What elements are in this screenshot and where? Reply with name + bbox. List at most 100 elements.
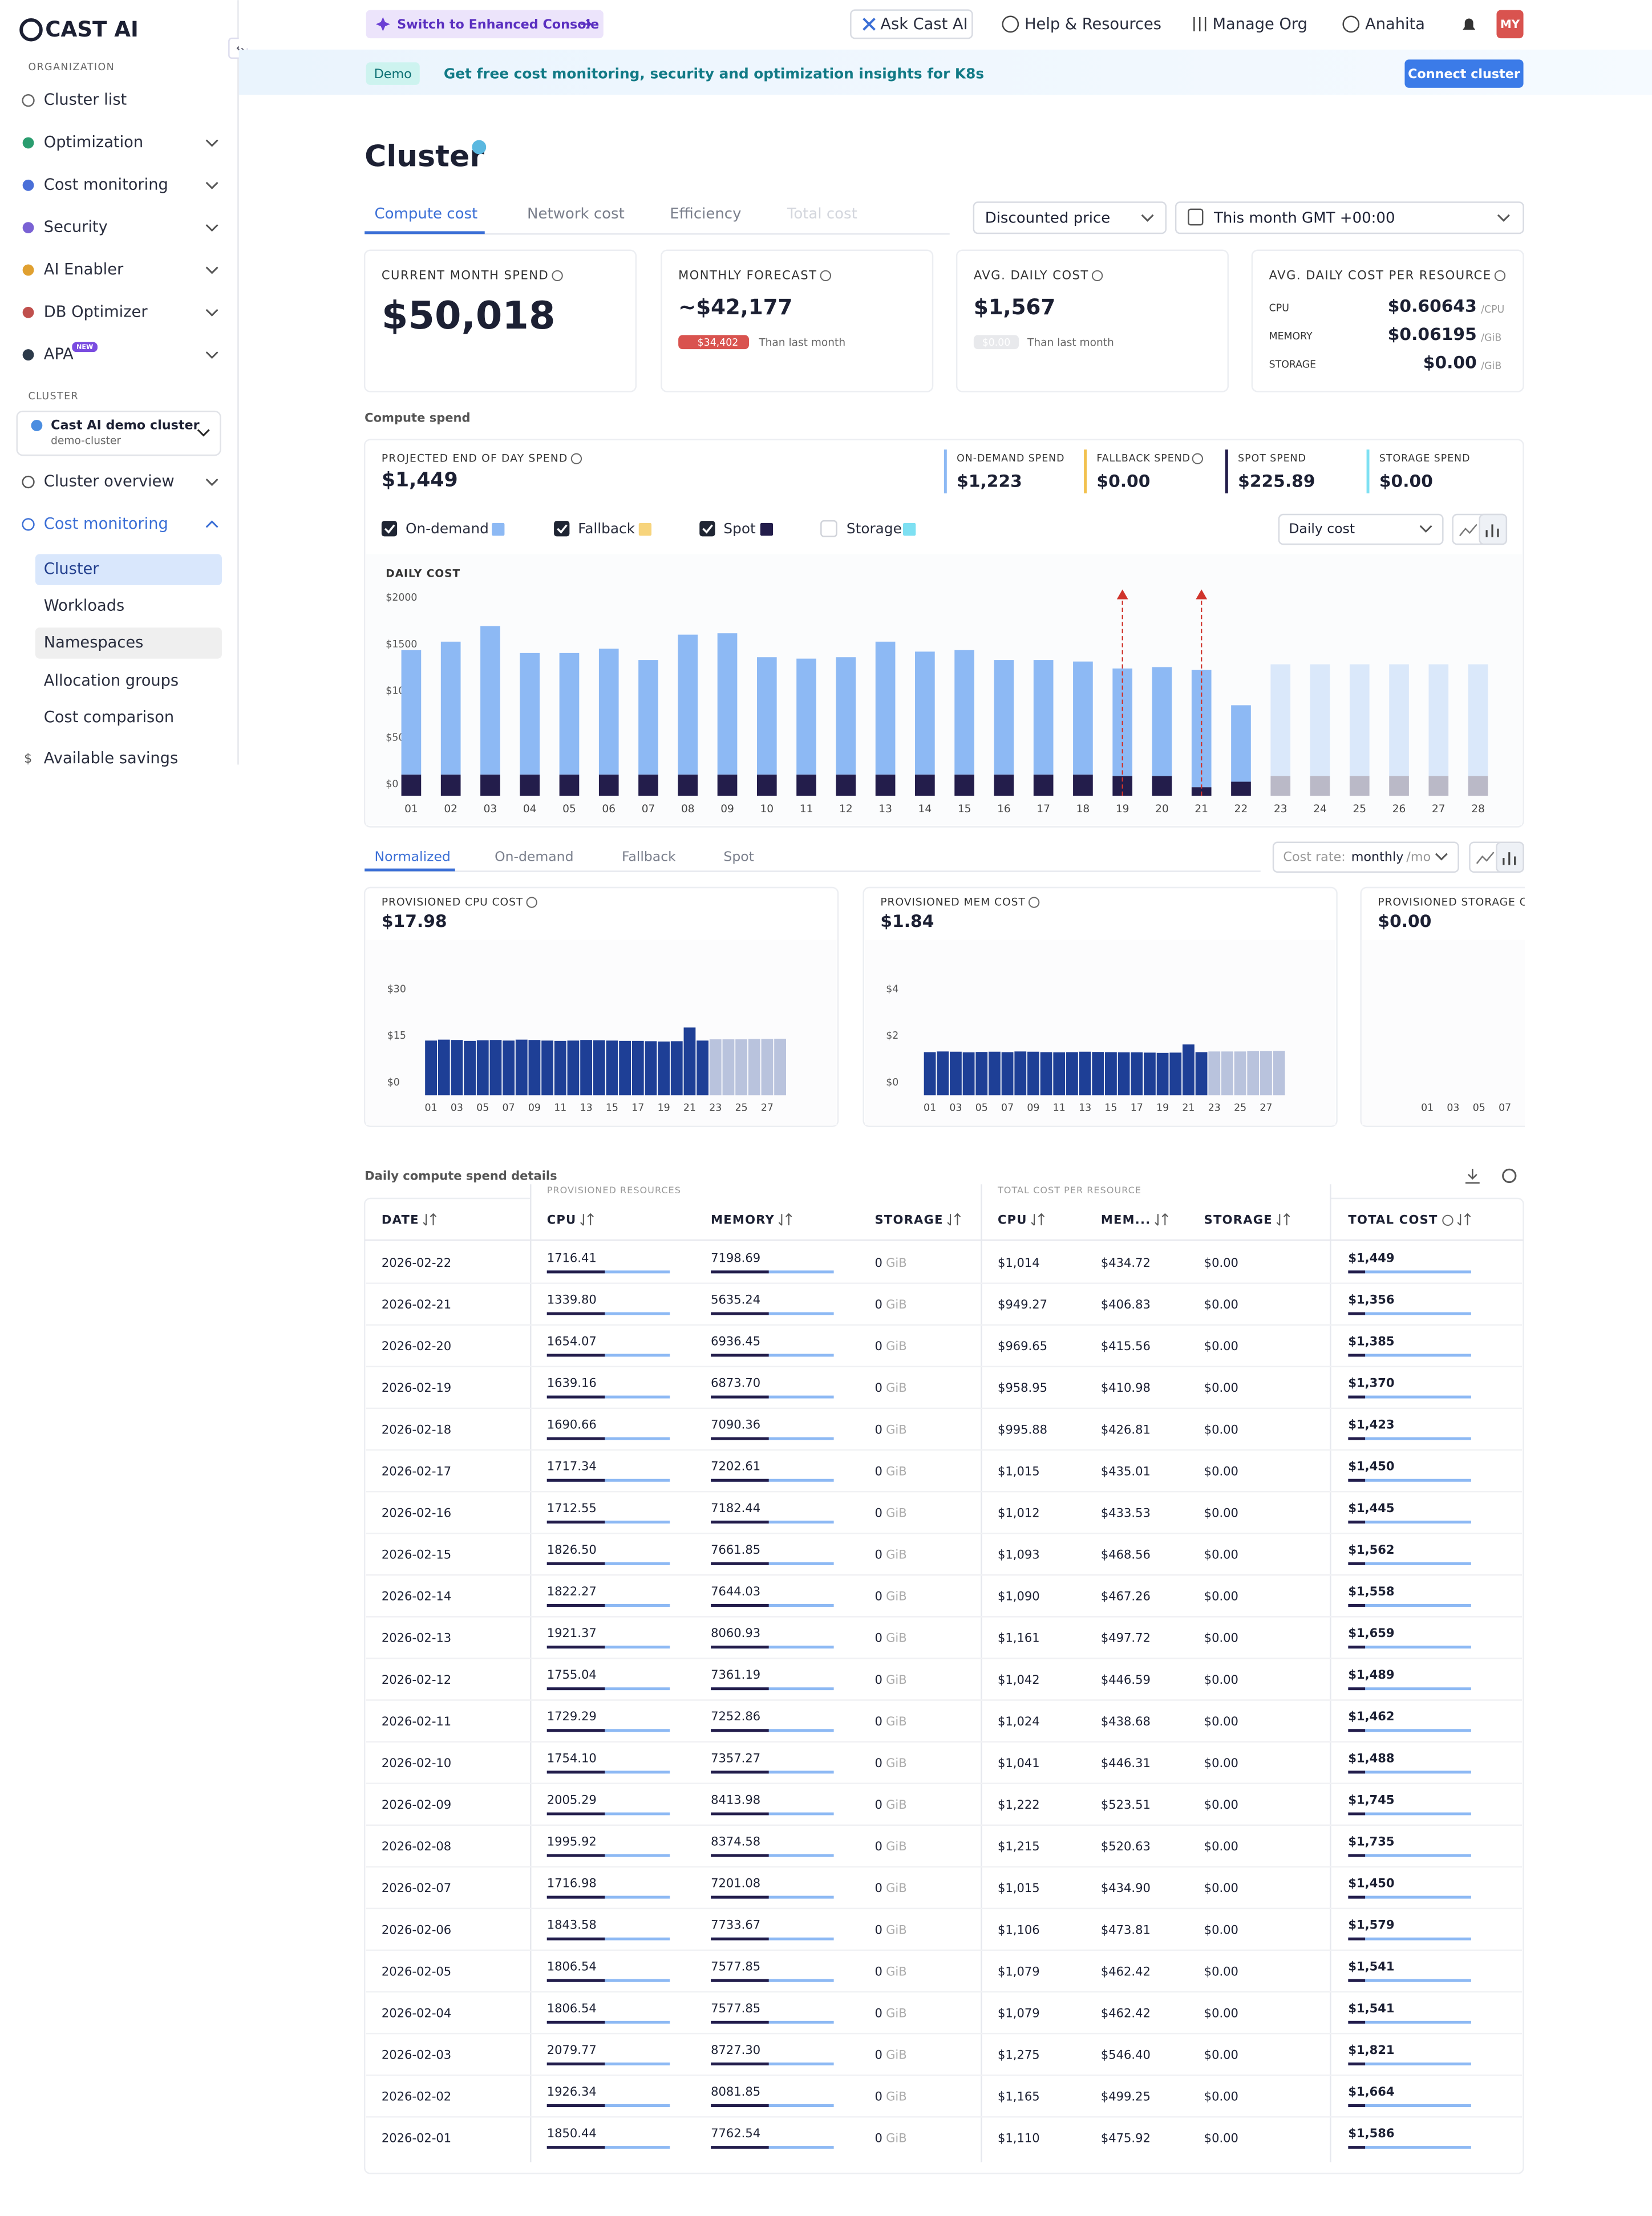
nav-item-label[interactable]: Optimization	[44, 133, 143, 151]
sub-nav-label[interactable]: Workloads	[44, 597, 124, 615]
help-text[interactable]: Help & Resources	[1025, 15, 1161, 33]
nav-item-label[interactable]: APA	[44, 346, 74, 363]
nav-item-label[interactable]: Available savings	[44, 750, 178, 767]
x-tick-label: 23	[709, 1103, 722, 1114]
tab[interactable]: On-demand	[495, 848, 573, 864]
cell-value: $475.92	[1101, 2131, 1151, 2145]
cell-value: 7661.85	[711, 1542, 760, 1557]
avatar[interactable]	[1496, 10, 1524, 39]
sub-nav-label[interactable]: Namespaces	[44, 634, 144, 651]
x-tick-label: 03	[1447, 1103, 1459, 1114]
column-header[interactable]: STORAGE	[874, 1212, 943, 1226]
legend-label[interactable]: Storage	[847, 520, 902, 537]
sort-icon[interactable]	[423, 1213, 437, 1226]
legend-checkbox[interactable]	[820, 520, 837, 537]
sort-icon[interactable]	[1031, 1213, 1045, 1226]
ask-text[interactable]: Ask Cast AI	[880, 15, 967, 33]
column-header[interactable]: CPU	[547, 1212, 577, 1226]
download-icon[interactable]	[1465, 1169, 1480, 1184]
connect-button[interactable]	[1404, 59, 1524, 88]
nav-item-label[interactable]: Cost monitoring	[44, 176, 168, 193]
rate-select[interactable]	[1272, 841, 1459, 873]
legend-checkbox[interactable]	[381, 521, 398, 537]
demo-badge	[366, 62, 420, 85]
nav-item-label[interactable]: DB Optimizer	[44, 303, 148, 321]
cell-value: $1,090	[998, 1589, 1040, 1603]
tab[interactable]: Compute cost	[374, 205, 477, 222]
alert-marker[interactable]	[1196, 589, 1208, 599]
cell-value: 5635.24	[711, 1292, 760, 1306]
legend-checkbox[interactable]	[699, 521, 715, 537]
tab[interactable]: Total cost	[787, 205, 857, 222]
change-badge	[973, 335, 1019, 350]
cell-value: $520.63	[1101, 1839, 1151, 1853]
price-select[interactable]	[973, 201, 1167, 234]
cell-value: 0	[874, 1672, 882, 1687]
cell-value: $468.56	[1101, 1547, 1151, 1562]
sort-icon[interactable]	[580, 1213, 594, 1226]
settings-icon[interactable]	[1502, 1168, 1517, 1184]
cell-value: 0	[874, 2048, 882, 2062]
sort-icon[interactable]	[1457, 1213, 1471, 1226]
cell-value: 6873.70	[711, 1376, 760, 1390]
tab[interactable]: Normalized	[374, 848, 450, 864]
sort-icon[interactable]	[947, 1213, 961, 1226]
nav-item-label[interactable]: Cluster list	[44, 91, 127, 109]
enhanced-button[interactable]	[366, 10, 604, 39]
bar	[1208, 1051, 1221, 1096]
tab[interactable]: Network cost	[527, 205, 625, 222]
cluster-selector[interactable]	[16, 410, 221, 456]
legend-label[interactable]: Spot	[723, 520, 756, 537]
select-label: Cost rate:	[1283, 849, 1345, 864]
cell-value: $0.00	[1204, 1589, 1238, 1603]
connect-text[interactable]: Connect cluster	[1408, 67, 1520, 82]
column-header[interactable]: TOTAL COST	[1348, 1212, 1438, 1226]
bar	[503, 1040, 515, 1096]
resource-card	[1251, 249, 1524, 392]
bar	[924, 1052, 936, 1096]
legend-checkbox[interactable]	[554, 521, 570, 537]
nav-item-label[interactable]: Cost monitoring	[44, 515, 168, 533]
column-header[interactable]: MEM...	[1101, 1212, 1151, 1226]
sort-icon[interactable]	[1276, 1213, 1290, 1226]
tab[interactable]: Fallback	[622, 848, 676, 864]
enhanced-text[interactable]: Switch to Enhanced Console	[397, 17, 599, 32]
cell-value: $0.00	[1204, 2089, 1238, 2104]
info-icon	[1192, 453, 1203, 464]
bar-segment	[875, 641, 896, 775]
user-text[interactable]: Anahita	[1365, 15, 1425, 33]
sub-nav-label[interactable]: Cluster	[44, 560, 100, 578]
sub-nav-label[interactable]: Cost comparison	[44, 708, 174, 726]
column-header[interactable]: STORAGE	[1204, 1212, 1273, 1226]
alert-marker[interactable]	[1116, 589, 1128, 599]
cell-value: $497.72	[1101, 1631, 1151, 1645]
cell-value: 2026-02-01	[382, 2131, 451, 2145]
tab[interactable]: Efficiency	[670, 205, 741, 222]
legend-label[interactable]: Fallback	[578, 520, 635, 537]
nav-item-label[interactable]: Security	[44, 218, 108, 236]
sort-icon[interactable]	[1155, 1213, 1168, 1226]
date-select[interactable]	[1175, 201, 1524, 234]
legend-label[interactable]: On-demand	[406, 520, 489, 537]
select-text: monthly	[1351, 849, 1404, 864]
cell-value: $434.72	[1101, 1255, 1151, 1270]
sort-icon[interactable]	[778, 1213, 792, 1226]
group-header: TOTAL COST PER RESOURCE	[997, 1185, 1141, 1196]
nav-item-label[interactable]: Cluster overview	[44, 473, 175, 491]
cell-value: $1,586	[1348, 2126, 1394, 2140]
bell-icon[interactable]	[1463, 18, 1476, 30]
org-text[interactable]: Manage Org	[1213, 15, 1307, 33]
mini-chart-area	[366, 939, 837, 1125]
tab[interactable]: Spot	[723, 848, 754, 864]
column-header[interactable]: CPU	[998, 1212, 1027, 1226]
nav-item-label[interactable]: AI Enabler	[44, 261, 124, 278]
cell-value: 1716.41	[547, 1250, 597, 1265]
cell-value: $406.83	[1101, 1297, 1151, 1311]
ask-button[interactable]	[850, 9, 973, 39]
column-header[interactable]: DATE	[382, 1212, 419, 1226]
column-header[interactable]: MEMORY	[711, 1212, 775, 1226]
page-title: Cluster	[365, 140, 484, 174]
view-select[interactable]	[1278, 513, 1444, 545]
cell-value: $969.65	[998, 1339, 1047, 1353]
sub-nav-label[interactable]: Allocation groups	[44, 672, 179, 690]
